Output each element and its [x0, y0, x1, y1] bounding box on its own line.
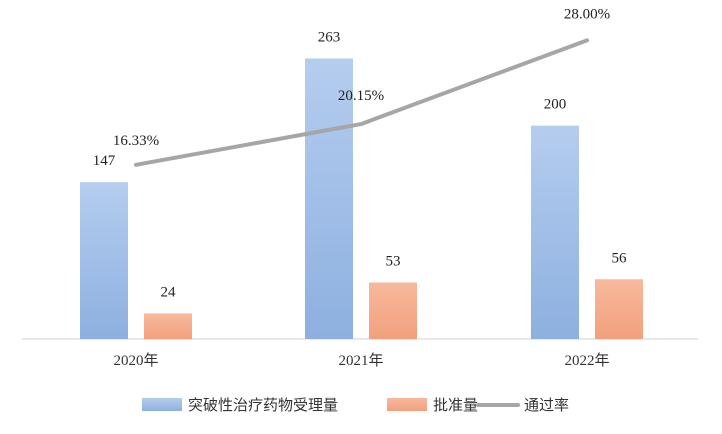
bar-approved-2	[595, 279, 643, 339]
bars-layer	[80, 58, 643, 340]
labels-layer: 147 263 200 24 53 56 16.33% 20.15% 28.00%	[93, 6, 627, 300]
x-tick-label: 2020年	[113, 352, 158, 369]
bar-value-label: 200	[544, 97, 567, 113]
legend: 突破性治疗药物受理量 批准量 通过率	[142, 396, 569, 414]
x-tick-labels: 2020年 2021年 2022年	[113, 352, 609, 369]
legend-swatch	[142, 398, 182, 411]
bar-accepted-2	[531, 125, 579, 340]
bar-approved-1	[369, 282, 417, 339]
x-tick-label: 2021年	[338, 352, 383, 369]
bar-accepted-1	[305, 58, 353, 339]
bar-value-label: 53	[386, 253, 401, 269]
bar-value-label: 263	[318, 29, 341, 45]
legend-swatch	[387, 398, 427, 411]
bar-value-label: 56	[612, 250, 628, 266]
line-value-label: 20.15%	[338, 88, 384, 104]
legend-label: 批准量	[433, 396, 478, 414]
bar-value-label: 24	[161, 284, 177, 300]
x-tick-label: 2022年	[564, 352, 609, 369]
bar-accepted-0	[80, 182, 128, 339]
line-layer	[134, 38, 589, 167]
legend-label: 突破性治疗药物受理量	[188, 396, 338, 414]
line-value-label: 16.33%	[113, 133, 159, 149]
bar-approved-0	[144, 313, 192, 339]
legend-label: 通过率	[524, 396, 569, 414]
line-value-label: 28.00%	[564, 6, 610, 22]
bar-value-label: 147	[93, 153, 116, 169]
pass-rate-line	[134, 38, 589, 167]
